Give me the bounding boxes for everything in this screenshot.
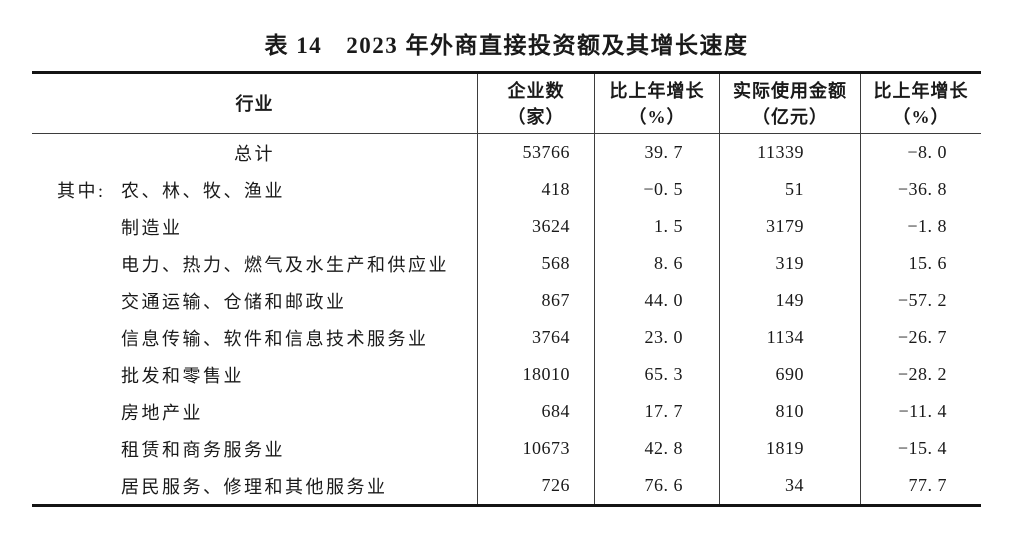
header-amount: 实际使用金额 （亿元）: [719, 74, 860, 133]
enterprises-cell: 726: [477, 467, 594, 504]
enterprises-cell: 867: [477, 282, 594, 319]
growth-amount-cell: −36. 8: [860, 171, 981, 208]
header-enterprises: 企业数 （家）: [477, 74, 594, 133]
growth-enterprises-cell: 65. 3: [594, 356, 719, 393]
growth-amount-cell: 15. 6: [860, 245, 981, 282]
header-growth-amount-line1: 比上年增长: [873, 80, 969, 101]
enterprises-cell: 568: [477, 245, 594, 282]
enterprises-cell: 3764: [477, 319, 594, 356]
table-row: 居民服务、修理和其他服务业 726 76. 6 34 77. 7: [32, 467, 981, 504]
growth-enterprises-cell: 42. 8: [594, 430, 719, 467]
growth-amount-cell: −11. 4: [860, 393, 981, 430]
industry-cell: 居民服务、修理和其他服务业: [32, 467, 477, 504]
amount-cell: 34: [719, 467, 860, 504]
amount-cell: 810: [719, 393, 860, 430]
industry-name: 信息传输、软件和信息技术服务业: [121, 328, 429, 349]
amount-cell: 1819: [719, 430, 860, 467]
growth-enterprises-cell: −0. 5: [594, 171, 719, 208]
industry-name: 房地产业: [121, 402, 203, 423]
industry-name: 租赁和商务服务业: [121, 439, 285, 460]
header-amount-line1: 实际使用金额: [733, 80, 847, 101]
enterprises-cell: 53766: [477, 134, 594, 171]
amount-cell: 149: [719, 282, 860, 319]
industry-cell: 其中: 农、林、牧、渔业: [32, 171, 477, 208]
industry-name: 电力、热力、燃气及水生产和供应业: [121, 254, 449, 275]
table-row: 租赁和商务服务业 10673 42. 8 1819 −15. 4: [32, 430, 981, 467]
header-industry-line1: 行业: [235, 93, 274, 114]
growth-enterprises-cell: 39. 7: [594, 134, 719, 171]
industry-name: 总计: [234, 143, 275, 164]
industry-name: 农、林、牧、渔业: [121, 180, 285, 201]
row-prefix: 其中:: [57, 180, 106, 201]
industry-cell: 电力、热力、燃气及水生产和供应业: [32, 245, 477, 282]
enterprises-cell: 418: [477, 171, 594, 208]
industry-name: 制造业: [121, 217, 183, 238]
industry-cell: 总计: [32, 134, 477, 171]
table-body: 总计 53766 39. 7 11339 −8. 0 其中: 农、林、牧、渔业 418 −0. …: [32, 134, 981, 504]
enterprises-cell: 18010: [477, 356, 594, 393]
industry-cell: 交通运输、仓储和邮政业: [32, 282, 477, 319]
table-row: 总计 53766 39. 7 11339 −8. 0: [32, 134, 981, 171]
header-growth-enterprises-line2: （%）: [628, 106, 686, 127]
table-row: 交通运输、仓储和邮政业 867 44. 0 149 −57. 2: [32, 282, 981, 319]
header-enterprises-line1: 企业数: [507, 80, 565, 101]
enterprises-cell: 3624: [477, 208, 594, 245]
amount-cell: 1134: [719, 319, 860, 356]
growth-amount-cell: −26. 7: [860, 319, 981, 356]
industry-cell: 制造业: [32, 208, 477, 245]
header-enterprises-line2: （家）: [507, 106, 565, 127]
industry-name: 居民服务、修理和其他服务业: [121, 476, 388, 497]
table-row: 电力、热力、燃气及水生产和供应业 568 8. 6 319 15. 6: [32, 245, 981, 282]
growth-amount-cell: 77. 7: [860, 467, 981, 504]
growth-amount-cell: −15. 4: [860, 430, 981, 467]
header-amount-line2: （亿元）: [752, 106, 828, 127]
amount-cell: 51: [719, 171, 860, 208]
growth-enterprises-cell: 44. 0: [594, 282, 719, 319]
amount-cell: 11339: [719, 134, 860, 171]
table-row: 房地产业 684 17. 7 810 −11. 4: [32, 393, 981, 430]
table-row: 其中: 农、林、牧、渔业 418 −0. 5 51 −36. 8: [32, 171, 981, 208]
header-growth-enterprises-line1: 比上年增长: [609, 80, 705, 101]
amount-cell: 319: [719, 245, 860, 282]
growth-amount-cell: −8. 0: [860, 134, 981, 171]
table-header-row: 行业 企业数 （家） 比上年增长 （%） 实际使用金额 （亿元） 比上年增长 （…: [32, 74, 981, 134]
growth-amount-cell: −28. 2: [860, 356, 981, 393]
table-row: 信息传输、软件和信息技术服务业 3764 23. 0 1134 −26. 7: [32, 319, 981, 356]
growth-enterprises-cell: 1. 5: [594, 208, 719, 245]
table-row: 制造业 3624 1. 5 3179 −1. 8: [32, 208, 981, 245]
amount-cell: 690: [719, 356, 860, 393]
growth-amount-cell: −57. 2: [860, 282, 981, 319]
header-growth-enterprises: 比上年增长 （%）: [594, 74, 719, 133]
industry-name: 交通运输、仓储和邮政业: [121, 291, 347, 312]
table-number: 表 14: [264, 33, 323, 58]
growth-enterprises-cell: 8. 6: [594, 245, 719, 282]
growth-enterprises-cell: 17. 7: [594, 393, 719, 430]
industry-cell: 批发和零售业: [32, 356, 477, 393]
industry-cell: 租赁和商务服务业: [32, 430, 477, 467]
table-title: 表 14 2023 年外商直接投资额及其增长速度: [32, 26, 981, 60]
growth-enterprises-cell: 23. 0: [594, 319, 719, 356]
enterprises-cell: 684: [477, 393, 594, 430]
table-row: 批发和零售业 18010 65. 3 690 −28. 2: [32, 356, 981, 393]
table-title-text: 2023 年外商直接投资额及其增长速度: [346, 33, 749, 58]
header-growth-amount-line2: （%）: [892, 106, 950, 127]
amount-cell: 3179: [719, 208, 860, 245]
fdi-table: 行业 企业数 （家） 比上年增长 （%） 实际使用金额 （亿元） 比上年增长 （…: [32, 71, 981, 507]
growth-amount-cell: −1. 8: [860, 208, 981, 245]
growth-enterprises-cell: 76. 6: [594, 467, 719, 504]
enterprises-cell: 10673: [477, 430, 594, 467]
industry-name: 批发和零售业: [121, 365, 244, 386]
header-industry: 行业: [32, 74, 477, 133]
header-growth-amount: 比上年增长 （%）: [860, 74, 981, 133]
industry-cell: 房地产业: [32, 393, 477, 430]
industry-cell: 信息传输、软件和信息技术服务业: [32, 319, 477, 356]
